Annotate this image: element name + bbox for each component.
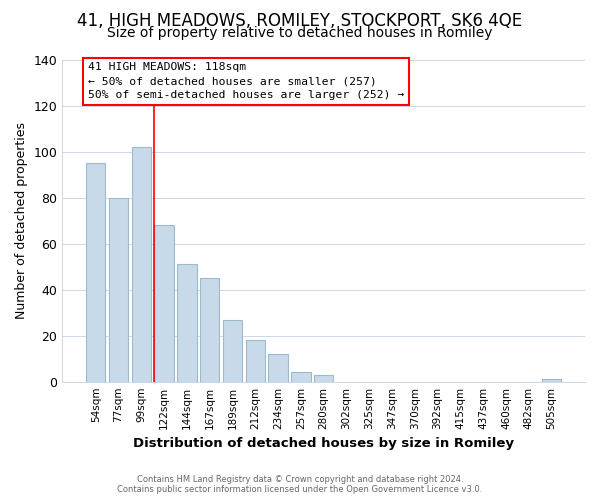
- X-axis label: Distribution of detached houses by size in Romiley: Distribution of detached houses by size …: [133, 437, 514, 450]
- Bar: [109, 198, 128, 382]
- Text: Contains HM Land Registry data © Crown copyright and database right 2024.
Contai: Contains HM Land Registry data © Crown c…: [118, 474, 482, 494]
- Y-axis label: Number of detached properties: Number of detached properties: [15, 122, 28, 320]
- Bar: [314, 375, 334, 382]
- Bar: [245, 340, 265, 382]
- Bar: [542, 380, 561, 382]
- Bar: [268, 354, 288, 382]
- Text: Size of property relative to detached houses in Romiley: Size of property relative to detached ho…: [107, 26, 493, 40]
- Text: 41 HIGH MEADOWS: 118sqm
← 50% of detached houses are smaller (257)
50% of semi-d: 41 HIGH MEADOWS: 118sqm ← 50% of detache…: [88, 62, 404, 100]
- Bar: [223, 320, 242, 382]
- Text: 41, HIGH MEADOWS, ROMILEY, STOCKPORT, SK6 4QE: 41, HIGH MEADOWS, ROMILEY, STOCKPORT, SK…: [77, 12, 523, 30]
- Bar: [131, 148, 151, 382]
- Bar: [177, 264, 197, 382]
- Bar: [86, 164, 106, 382]
- Bar: [154, 226, 174, 382]
- Bar: [291, 372, 311, 382]
- Bar: [200, 278, 220, 382]
